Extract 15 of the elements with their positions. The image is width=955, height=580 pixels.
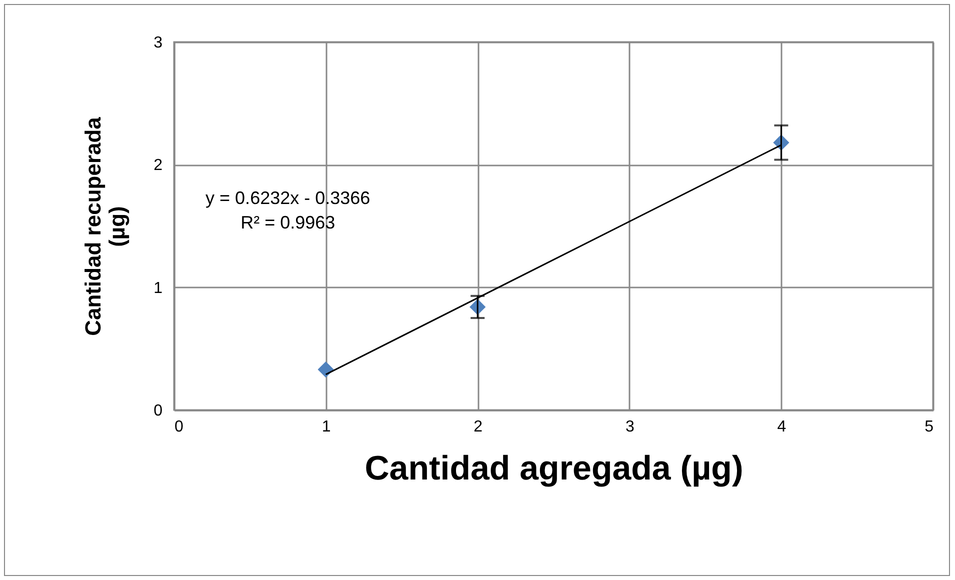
- x-tick-label: 2: [474, 418, 483, 436]
- annotation: R² = 0.9963: [240, 212, 336, 233]
- point: [318, 361, 334, 378]
- y-axis-title: Cantidad recuperada (µg): [80, 116, 130, 336]
- x-tick-label: 1: [322, 418, 331, 436]
- annotation: y = 0.6232x - 0.3366: [206, 188, 370, 208]
- y-tick-label: 2: [154, 157, 163, 174]
- y-tick-label: 0: [154, 402, 163, 420]
- x-tick-label: 4: [777, 418, 786, 436]
- x-axis-title: Cantidad agregada (µg): [364, 450, 744, 488]
- y-tick-label: 3: [154, 34, 163, 52]
- x-tick-label: 5: [924, 418, 934, 436]
- y-tick-label: 1: [154, 280, 163, 297]
- x-tick-label: 0: [174, 418, 184, 436]
- x-tick-label: 3: [625, 418, 634, 436]
